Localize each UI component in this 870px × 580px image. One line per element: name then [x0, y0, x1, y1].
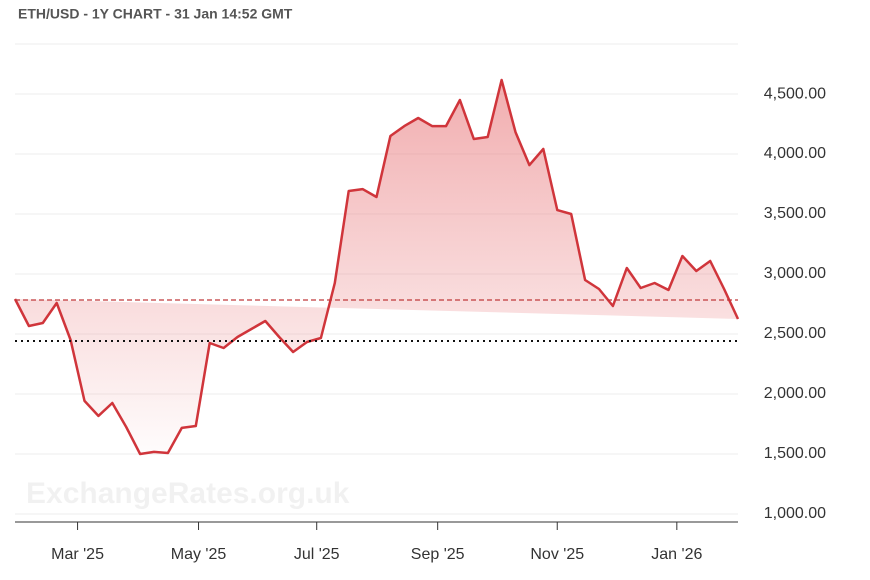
x-tick-label: Sep '25: [411, 546, 465, 563]
x-tick-label: Mar '25: [51, 546, 104, 563]
x-tick-label: Jan '26: [651, 546, 702, 563]
x-tick-label: Jul '25: [294, 546, 340, 563]
y-tick-label: 3,000.00: [764, 265, 826, 282]
y-tick-label: 3,500.00: [764, 205, 826, 222]
area: [15, 80, 738, 454]
watermark: ExchangeRates.org.uk: [26, 477, 350, 510]
x-tick-label: Nov '25: [530, 546, 584, 563]
y-tick-label: 2,500.00: [764, 325, 826, 342]
y-tick-label: 1,000.00: [764, 505, 826, 522]
x-tick-label: May '25: [171, 546, 227, 563]
y-tick-label: 4,000.00: [764, 145, 826, 162]
line: [13, 78, 740, 456]
y-tick-label: 1,500.00: [764, 445, 826, 462]
chart-title: ETH/USD - 1Y CHART - 31 Jan 14:52 GMT: [18, 6, 293, 22]
y-tick-label: 4,500.00: [764, 85, 826, 102]
y-tick-label: 2,000.00: [764, 385, 826, 402]
